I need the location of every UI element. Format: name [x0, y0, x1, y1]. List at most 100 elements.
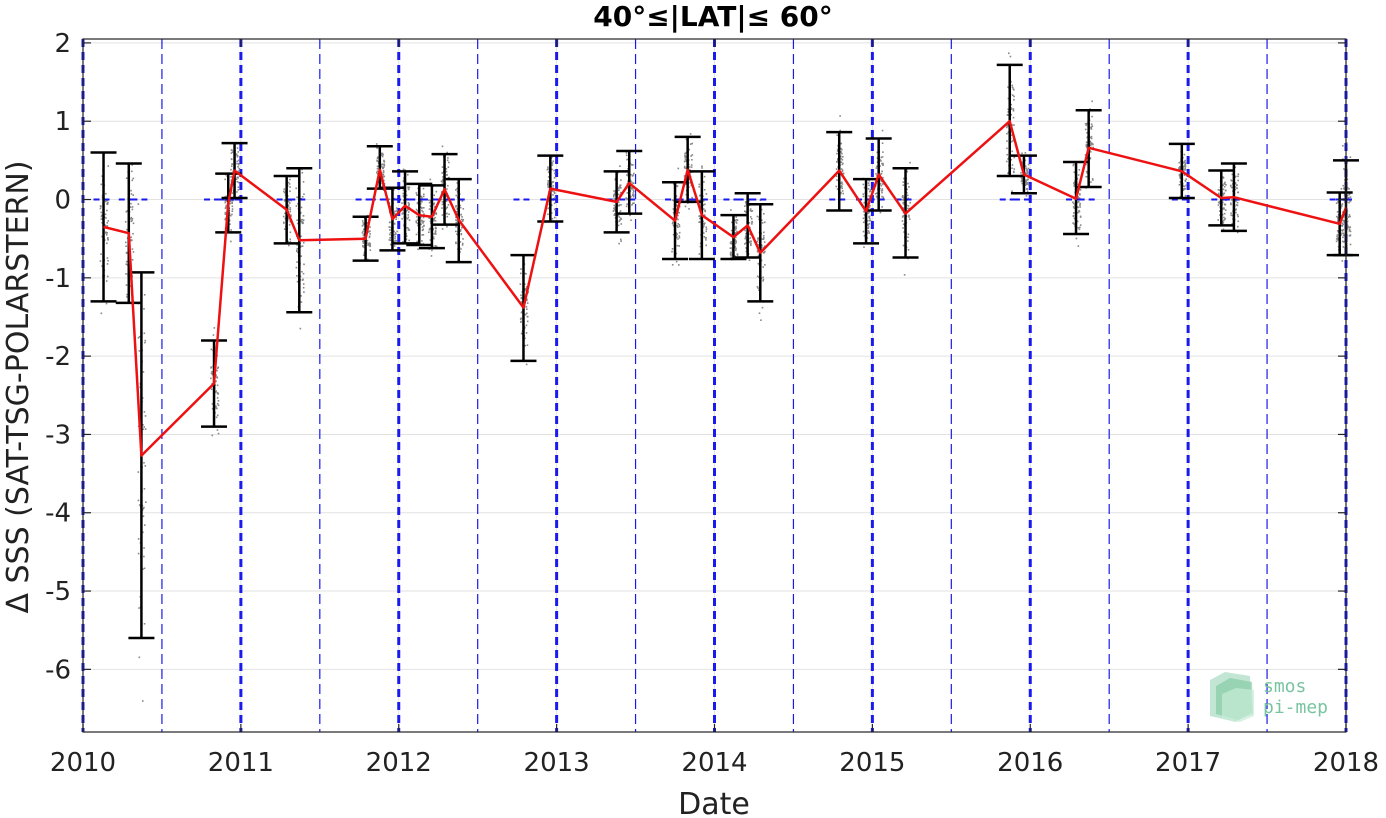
scatter-point [625, 152, 628, 154]
scatter-point [446, 215, 449, 218]
scatter-point [903, 196, 906, 199]
scatter-point [296, 249, 298, 252]
scatter-point [1231, 173, 1234, 176]
scatter-point [756, 240, 759, 243]
scatter-point [283, 191, 286, 194]
scatter-point [368, 236, 371, 239]
scatter-point [362, 245, 365, 248]
scatter-point [229, 200, 231, 203]
scatter-point [132, 251, 135, 253]
scatter-point [106, 275, 109, 278]
scatter-point [380, 154, 383, 156]
mean-line [103, 119, 1348, 457]
scatter-point [1235, 200, 1237, 203]
scatter-point [416, 193, 418, 196]
scatter-point [405, 194, 408, 197]
scatter-point [377, 165, 380, 167]
scatter-point [446, 184, 449, 187]
scatter-point [429, 178, 432, 181]
scatter-point [525, 332, 528, 334]
scatter-point [394, 240, 397, 242]
scatter-point [632, 192, 635, 194]
scatter-point [763, 251, 765, 254]
scatter-point [367, 244, 369, 246]
scatter-point [101, 235, 103, 238]
scatter-point [735, 225, 737, 228]
scatter-point [1073, 185, 1075, 187]
scatter-point [734, 255, 736, 257]
scatter-point [142, 428, 145, 431]
scatter-point [231, 192, 234, 194]
scatter-point [1342, 144, 1344, 147]
scatter-point [523, 283, 526, 285]
scatter-point [1089, 157, 1092, 160]
scatter-point [869, 189, 872, 191]
scatter-point [1218, 189, 1221, 192]
scatter-point [1237, 191, 1239, 194]
scatter-point [1335, 215, 1338, 218]
scatter-point [1335, 238, 1338, 240]
scatter-point [1072, 164, 1075, 167]
scatter-point [1349, 234, 1352, 237]
scatter-point [520, 272, 522, 275]
scatter-point [232, 183, 235, 186]
scatter-point [902, 198, 905, 200]
scatter-point [547, 176, 550, 178]
scatter-point [1179, 176, 1181, 179]
scatter-point [691, 158, 693, 161]
scatter-point [101, 265, 103, 267]
scatter-point [125, 260, 128, 263]
scatter-point [366, 239, 369, 242]
scatter-point [1223, 212, 1226, 215]
scatter-point [744, 205, 746, 207]
scatter-point [231, 208, 234, 210]
scatter-point [236, 160, 239, 163]
scatter-point [868, 184, 870, 187]
scatter-point [433, 218, 436, 220]
scatter-point [678, 236, 681, 239]
scatter-point [1342, 219, 1344, 222]
scatter-point [1347, 196, 1350, 199]
scatter-point [144, 339, 147, 342]
scatter-point [300, 295, 302, 297]
scatter-point [238, 159, 240, 162]
scatter-point [901, 196, 904, 198]
scatter-point [1076, 201, 1079, 204]
scatter-point [433, 233, 435, 235]
scatter-point [879, 211, 882, 214]
scatter-point [143, 547, 145, 549]
scatter-point [376, 170, 379, 172]
scatter-point [421, 229, 424, 232]
scatter-point [703, 214, 706, 216]
scatter-point [1234, 186, 1237, 188]
scatter-point [1090, 127, 1092, 129]
scatter-point [1347, 225, 1349, 228]
scatter-point [231, 163, 234, 166]
scatter-point [461, 216, 463, 218]
scatter-point [1179, 165, 1181, 168]
scatter-point [407, 227, 410, 230]
scatter-point [380, 165, 383, 168]
scatter-point [284, 212, 286, 215]
scatter-point [550, 181, 553, 184]
scatter-point [106, 257, 109, 259]
scatter-point [554, 216, 556, 219]
scatter-point [876, 174, 878, 177]
scatter-point [106, 209, 108, 212]
scatter-point [300, 221, 303, 223]
scatter-point [1090, 126, 1093, 128]
scatter-point [415, 221, 418, 224]
scatter-point [1179, 168, 1181, 170]
scatter-point [744, 201, 747, 203]
scatter-point [550, 204, 553, 207]
scatter-point [613, 207, 615, 210]
scatter-point [289, 190, 291, 193]
scatter-point [214, 391, 217, 393]
scatter-point [423, 213, 425, 215]
scatter-point [1346, 194, 1349, 197]
scatter-point [520, 332, 523, 335]
scatter-point [302, 283, 305, 285]
scatter-point [216, 407, 218, 410]
scatter-point [630, 173, 632, 176]
scatter-point [455, 241, 457, 244]
